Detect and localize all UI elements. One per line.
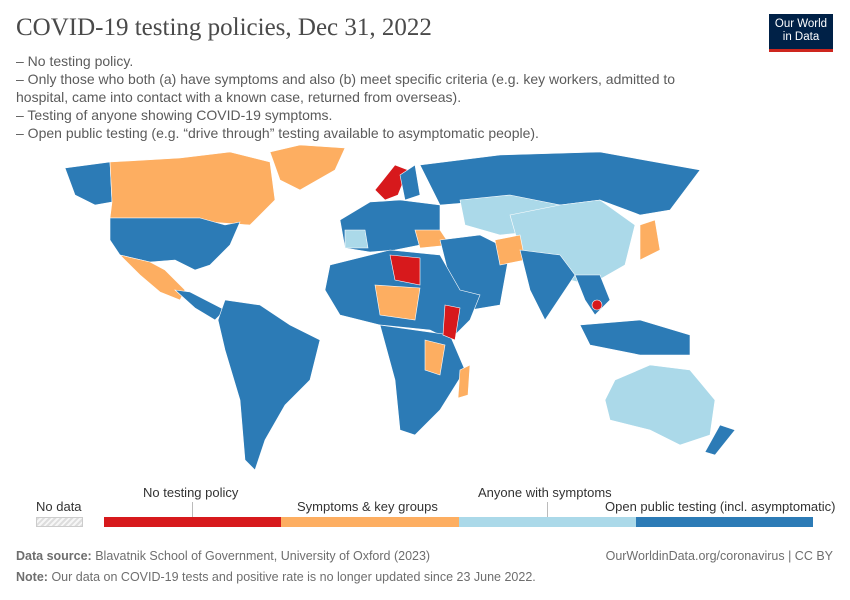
subtitle: – No testing policy. – Only those who bo… xyxy=(16,52,716,142)
page-title: COVID-19 testing policies, Dec 31, 2022 xyxy=(16,14,432,41)
region-greenland[interactable] xyxy=(269,144,346,191)
region-alaska[interactable] xyxy=(64,161,113,206)
region-libya[interactable] xyxy=(389,254,421,286)
world-map xyxy=(64,144,736,471)
region-india[interactable] xyxy=(519,249,576,321)
region-finland[interactable] xyxy=(399,164,421,201)
region-africa-south[interactable] xyxy=(379,324,466,436)
subtitle-line: – Only those who both (a) have symptoms … xyxy=(16,71,676,105)
source-url[interactable]: OurWorldinData.org/coronavirus | CC BY xyxy=(605,549,833,563)
legend-swatch-open[interactable] xyxy=(636,517,813,527)
source-text: Blavatnik School of Government, Universi… xyxy=(95,549,431,563)
region-australia[interactable] xyxy=(604,364,716,446)
logo-line: in Data xyxy=(782,31,820,43)
subtitle-line: – No testing policy. xyxy=(16,53,134,69)
legend-tick xyxy=(547,502,548,517)
region-indonesia[interactable] xyxy=(579,319,691,356)
note-text: Our data on COVID-19 tests and positive … xyxy=(51,570,536,584)
region-usa[interactable] xyxy=(109,217,241,271)
region-southeast-asia[interactable] xyxy=(574,274,611,316)
region-central-america[interactable] xyxy=(174,289,226,321)
region-new-zealand[interactable] xyxy=(704,424,736,456)
legend-swatch-key-groups[interactable] xyxy=(281,517,459,527)
legend-label: No testing policy xyxy=(143,485,239,500)
legend-no-data-swatch xyxy=(36,517,83,527)
note-label: Note: xyxy=(16,570,48,584)
region-japan[interactable] xyxy=(639,219,661,261)
logo-line: Our World xyxy=(774,18,828,30)
region-cambodia[interactable] xyxy=(591,299,603,311)
region-canada[interactable] xyxy=(109,151,276,226)
region-madagascar[interactable] xyxy=(457,364,471,399)
legend-tick xyxy=(192,502,193,517)
region-kenya[interactable] xyxy=(442,304,461,341)
source-label: Data source: xyxy=(16,549,92,563)
legend-label: Anyone with symptoms xyxy=(478,485,612,500)
legend-swatch-none[interactable] xyxy=(104,517,281,527)
region-east-africa[interactable] xyxy=(424,339,446,376)
legend-no-data-label: No data xyxy=(36,499,82,514)
legend-swatch-symptoms[interactable] xyxy=(459,517,636,527)
owid-logo[interactable]: Our World in Data xyxy=(769,14,833,52)
region-south-america[interactable] xyxy=(217,299,321,471)
note: Note: Our data on COVID-19 tests and pos… xyxy=(16,570,536,584)
region-sahel[interactable] xyxy=(374,284,421,321)
region-spain[interactable] xyxy=(344,229,369,249)
legend-label: Open public testing (incl. asymptomatic) xyxy=(605,499,836,514)
subtitle-line: – Open public testing (e.g. “drive throu… xyxy=(16,125,539,141)
data-source: Data source: Blavatnik School of Governm… xyxy=(16,549,430,563)
subtitle-line: – Testing of anyone showing COVID-19 sym… xyxy=(16,107,333,123)
legend-label: Symptoms & key groups xyxy=(297,499,438,514)
